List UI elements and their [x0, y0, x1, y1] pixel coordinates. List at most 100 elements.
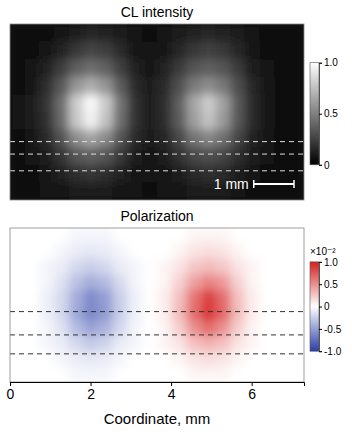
heat-cell — [84, 147, 99, 165]
heat-cell — [157, 259, 172, 275]
heat-cell — [231, 130, 246, 148]
heat-cell — [84, 305, 99, 321]
heat-cell — [54, 147, 69, 165]
heat-cell — [186, 367, 201, 382]
heat-cell — [275, 59, 290, 77]
heat-cell — [289, 165, 304, 183]
heat-cell — [69, 94, 84, 112]
heat-cell — [289, 336, 304, 352]
heat-cell — [10, 336, 25, 352]
heat-cell — [69, 182, 84, 200]
heat-cell — [98, 42, 113, 60]
heat-cell — [142, 228, 157, 244]
heat-cell — [98, 290, 113, 306]
heat-cell — [39, 130, 54, 148]
tick-label: 1.0 — [324, 257, 338, 268]
heat-cell — [128, 59, 143, 77]
heat-cell — [157, 274, 172, 290]
colorbar — [310, 63, 319, 165]
heat-cell — [84, 336, 99, 352]
heat-cell — [113, 94, 128, 112]
heat-cell — [260, 320, 275, 336]
heat-cell — [25, 42, 40, 60]
heat-cell — [172, 130, 187, 148]
heat-cell — [186, 228, 201, 244]
figure: CL intensity1 mm00.51.0Polarization0246C… — [0, 0, 352, 435]
heat-cell — [128, 336, 143, 352]
heat-cell — [275, 367, 290, 382]
heat-cell — [260, 77, 275, 95]
heat-cell — [98, 367, 113, 382]
colorbar-tick: 0.5 — [319, 279, 338, 290]
heat-cell — [113, 42, 128, 60]
x-tick: 0 — [7, 382, 15, 402]
heat-cell — [289, 290, 304, 306]
heat-cell — [157, 243, 172, 259]
colorbar-multiplier: ×10⁻² — [310, 246, 336, 257]
heat-cell — [172, 336, 187, 352]
heat-cell — [245, 77, 260, 95]
heat-cell — [39, 59, 54, 77]
heat-cell — [231, 367, 246, 382]
heat-cell — [10, 320, 25, 336]
heat-cell — [172, 77, 187, 95]
heat-cell — [216, 130, 231, 148]
heat-cell — [157, 290, 172, 306]
heat-cell — [69, 165, 84, 183]
heat-cell — [142, 259, 157, 275]
heat-cell — [128, 77, 143, 95]
heat-cell — [10, 305, 25, 321]
heat-cell — [157, 42, 172, 60]
heat-cell — [39, 228, 54, 244]
heat-cell — [98, 94, 113, 112]
heat-cell — [172, 367, 187, 382]
heat-cell — [172, 243, 187, 259]
heat-cell — [128, 305, 143, 321]
heat-cell — [113, 112, 128, 130]
heat-cell — [10, 274, 25, 290]
heat-cell — [186, 165, 201, 183]
plot-area — [10, 228, 304, 382]
heat-cell — [157, 112, 172, 130]
heat-cell — [54, 320, 69, 336]
heat-cell — [289, 24, 304, 42]
heat-cell — [231, 147, 246, 165]
tick-label: 0.5 — [324, 279, 338, 290]
heat-cell — [260, 24, 275, 42]
heat-cell — [216, 94, 231, 112]
heat-cell — [231, 336, 246, 352]
heat-cell — [128, 290, 143, 306]
heat-cell — [113, 165, 128, 183]
heat-cell — [186, 336, 201, 352]
heat-cell — [245, 367, 260, 382]
heat-cell — [25, 336, 40, 352]
heat-cell — [142, 274, 157, 290]
heat-cell — [10, 367, 25, 382]
heat-cell — [172, 182, 187, 200]
heat-cell — [39, 259, 54, 275]
heat-cell — [275, 290, 290, 306]
heat-cell — [216, 320, 231, 336]
heat-cell — [69, 336, 84, 352]
dashed-line — [10, 311, 304, 312]
heat-cell — [84, 243, 99, 259]
heat-cell — [245, 228, 260, 244]
heat-cell — [142, 42, 157, 60]
heat-cell — [128, 367, 143, 382]
heat-cell — [289, 274, 304, 290]
heat-cell — [216, 77, 231, 95]
heat-cell — [113, 367, 128, 382]
heat-cell — [275, 112, 290, 130]
heat-cell — [39, 24, 54, 42]
heat-cell — [84, 24, 99, 42]
heat-cell — [142, 94, 157, 112]
heat-cell — [260, 130, 275, 148]
heat-cell — [216, 274, 231, 290]
heat-cell — [289, 259, 304, 275]
heat-cell — [172, 165, 187, 183]
heat-cell — [172, 259, 187, 275]
heat-cell — [157, 94, 172, 112]
heat-cell — [142, 77, 157, 95]
heat-cell — [260, 367, 275, 382]
heat-cell — [25, 94, 40, 112]
